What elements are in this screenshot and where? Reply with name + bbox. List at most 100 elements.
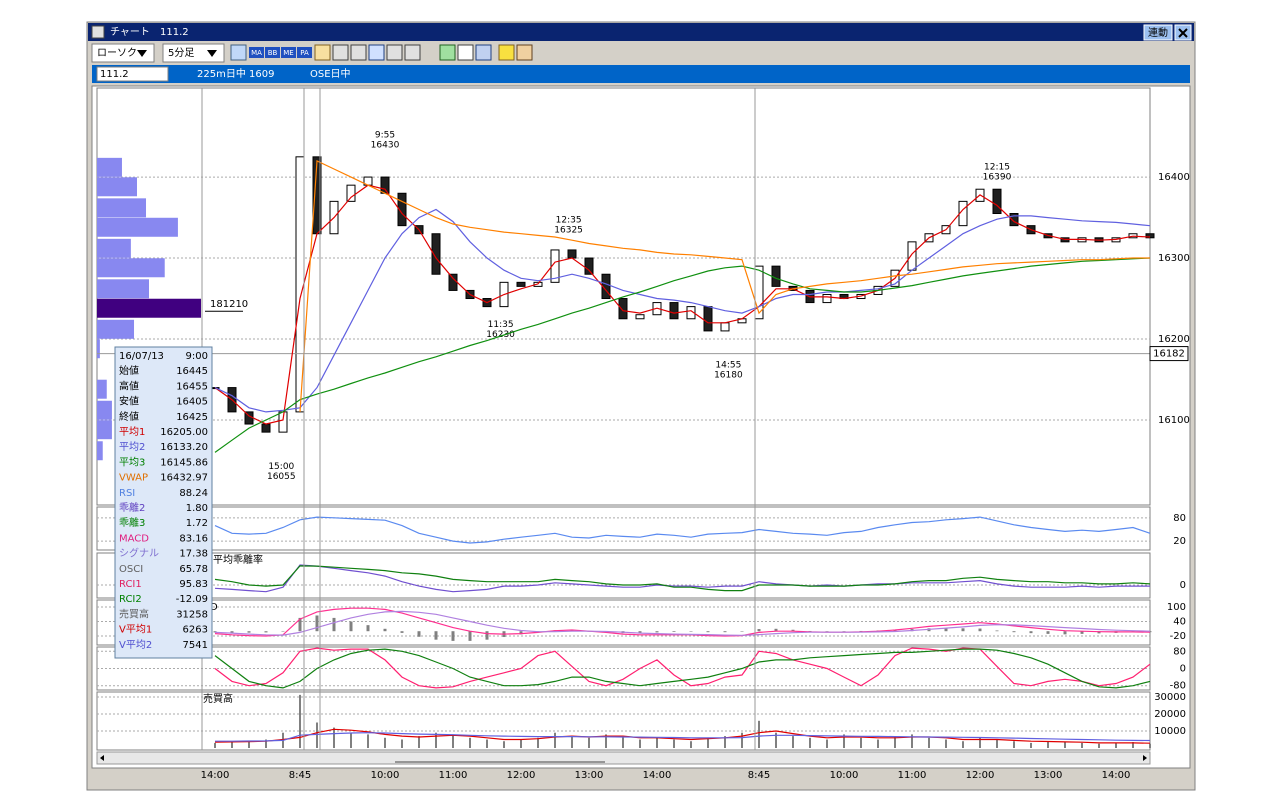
tool-icon[interactable] <box>368 44 385 61</box>
data-value: 65.78 <box>179 564 208 575</box>
bar <box>298 617 302 632</box>
candle <box>431 233 441 275</box>
chart-kind-dropdown[interactable] <box>91 43 155 63</box>
x-tick-label: 14:00 <box>201 770 230 781</box>
interval-dropdown[interactable] <box>162 43 225 63</box>
volume-profile-bar <box>97 420 112 440</box>
tool-icon[interactable] <box>332 44 349 61</box>
volume-profile-bar <box>97 400 112 420</box>
tool-icon[interactable] <box>281 47 296 58</box>
code-input[interactable] <box>96 66 169 82</box>
volume-profile-bar <box>97 319 135 339</box>
data-label: 平均2 <box>119 441 145 453</box>
y-tick-label: 40 <box>1173 617 1186 628</box>
bar <box>605 734 607 749</box>
crosshair-price-box <box>1149 346 1189 362</box>
bar <box>571 736 573 749</box>
tool-icon-label: BB <box>268 49 278 57</box>
x-tick-label: 8:45 <box>748 770 770 781</box>
data-value: 16425 <box>176 412 208 423</box>
bar <box>860 737 862 749</box>
info-code[interactable]: 111.2 <box>100 69 129 80</box>
bar <box>349 621 353 632</box>
link-button-label[interactable]: 連動 <box>1148 26 1168 39</box>
annotation-time: 14:55 <box>715 361 741 371</box>
x-tick-label: 13:00 <box>575 770 604 781</box>
tool-icon[interactable] <box>249 47 264 58</box>
y-tick-label: 30000 <box>1154 692 1186 703</box>
tool-icon[interactable] <box>439 44 456 61</box>
x-tick-label: 10:00 <box>830 770 859 781</box>
chart-area <box>91 85 1191 769</box>
bar <box>537 737 539 749</box>
close-button[interactable] <box>1174 24 1192 41</box>
data-label: V平均1 <box>119 624 152 636</box>
candle <box>516 281 526 287</box>
bar <box>265 739 267 749</box>
data-label: VWAP <box>119 473 148 484</box>
tool-icon[interactable] <box>265 47 280 58</box>
bar <box>213 631 217 633</box>
bar <box>945 739 947 749</box>
bar <box>962 741 964 749</box>
data-label: OSCI <box>119 564 143 575</box>
bar <box>656 737 658 749</box>
bar <box>758 720 760 749</box>
bar <box>724 736 726 749</box>
annotation-price: 16430 <box>371 140 400 150</box>
tool-icon[interactable] <box>386 44 403 61</box>
dropdown-arrow[interactable] <box>137 50 147 57</box>
data-value: 16133.20 <box>160 442 208 453</box>
volume-profile-bar <box>97 379 107 399</box>
data-label: 乖離2 <box>119 501 145 514</box>
tool-icon[interactable] <box>404 44 421 61</box>
bar <box>944 628 948 632</box>
volume-profile-bar <box>97 238 131 258</box>
y-tick-label: 16200 <box>1158 334 1190 345</box>
x-tick-label: 10:00 <box>371 770 400 781</box>
candle <box>346 184 356 202</box>
tool-icon[interactable] <box>498 44 515 61</box>
y-tick-label: 10000 <box>1154 726 1186 737</box>
scroll-right[interactable] <box>1143 755 1147 761</box>
data-label: RCI1 <box>119 579 142 590</box>
bar <box>757 629 761 632</box>
bar <box>809 737 811 749</box>
scroll-left[interactable] <box>100 755 104 761</box>
info-name: 225m日中 1609 <box>197 67 274 80</box>
bar <box>503 741 505 749</box>
candle <box>992 188 1002 215</box>
bar <box>248 742 250 749</box>
bar <box>740 631 744 632</box>
bar <box>894 736 896 749</box>
chart-kind[interactable]: ローソク <box>97 47 137 59</box>
dropdown-arrow[interactable] <box>207 50 217 57</box>
scrollbar[interactable] <box>96 751 1151 765</box>
bar <box>400 631 404 633</box>
data-label: 始値 <box>119 364 139 377</box>
info-bar <box>92 65 1190 83</box>
tool-icon[interactable] <box>297 47 312 58</box>
bar <box>928 737 930 749</box>
tool-icon[interactable] <box>230 44 247 61</box>
annotation-time: 12:15 <box>984 163 1010 173</box>
interval[interactable]: 5分足 <box>168 47 194 59</box>
window-title: チャート <box>110 26 150 38</box>
tool-icon[interactable] <box>516 44 533 61</box>
bar <box>452 734 454 749</box>
candle <box>261 423 271 433</box>
data-label: 安値 <box>119 395 139 408</box>
candle <box>669 302 679 320</box>
bar <box>1098 743 1100 749</box>
annotation-price: 16325 <box>554 225 583 235</box>
tool-icon[interactable] <box>314 44 331 61</box>
candle <box>635 314 645 320</box>
tool-icon[interactable] <box>457 44 474 61</box>
close-icon[interactable] <box>1178 28 1188 38</box>
tool-icon[interactable] <box>475 44 492 61</box>
tool-icon[interactable] <box>350 44 367 61</box>
x-tick-label: 11:00 <box>898 770 927 781</box>
data-value: 88.24 <box>179 488 208 499</box>
link-button[interactable] <box>1143 24 1173 41</box>
